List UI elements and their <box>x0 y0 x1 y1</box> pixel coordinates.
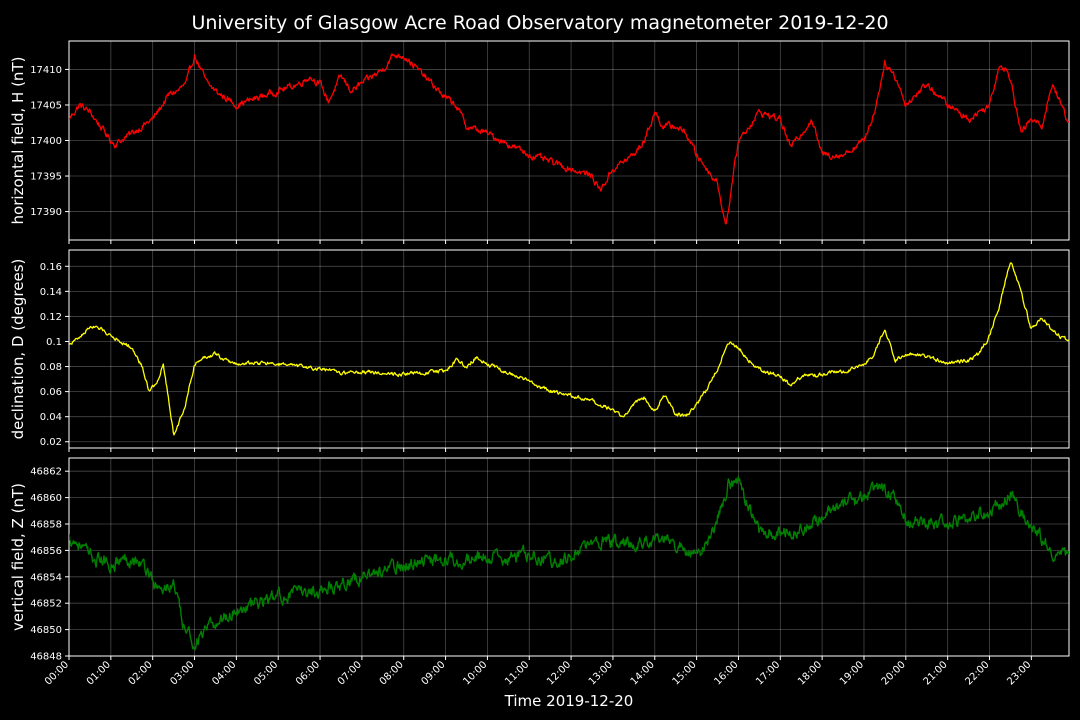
x-tick-label: 03:00 <box>168 659 196 687</box>
y-tick-label: 17390 <box>30 207 62 218</box>
x-tick-label: 22:00 <box>963 659 991 687</box>
x-tick-label: 17:00 <box>754 659 782 687</box>
plot-area-d <box>68 249 1070 449</box>
y-tick-label: 46848 <box>30 652 62 663</box>
x-tick-label: 14:00 <box>629 659 657 687</box>
plot-area-h <box>68 40 1070 241</box>
series-line-h <box>69 53 1069 225</box>
y-tick-label: 46852 <box>30 599 62 610</box>
x-tick-label: 10:00 <box>461 659 489 687</box>
x-tick-label: 16:00 <box>712 659 740 687</box>
x-tick-label: 13:00 <box>587 659 615 687</box>
x-tick-label: 21:00 <box>922 659 950 687</box>
y-axis-label-z: vertical field, Z (nT) <box>9 483 27 631</box>
y-tick-label: 46858 <box>30 520 62 531</box>
y-tick-label: 0.08 <box>40 362 62 373</box>
y-tick-label: 46862 <box>30 467 62 478</box>
figure-title: University of Glasgow Acre Road Observat… <box>191 12 888 34</box>
y-tick-label: 17395 <box>30 172 62 183</box>
y-tick-label: 46856 <box>30 546 62 557</box>
x-tick-label: 06:00 <box>294 659 322 687</box>
y-tick-label: 17400 <box>30 136 62 147</box>
x-tick-label: 20:00 <box>880 659 908 687</box>
y-tick-label: 46854 <box>30 572 62 583</box>
series-line-z <box>69 476 1069 651</box>
x-axis-label: Time 2019-12-20 <box>504 692 634 710</box>
x-tick-label: 01:00 <box>85 659 113 687</box>
y-tick-label: 0.16 <box>40 262 62 273</box>
y-axis-label-d: declination, D (degrees) <box>9 259 27 440</box>
x-tick-label: 15:00 <box>671 659 699 687</box>
y-axis-label-h: horizontal field, H (nT) <box>9 57 27 225</box>
x-tick-label: 07:00 <box>336 659 364 687</box>
x-tick-label: 05:00 <box>252 659 280 687</box>
y-tick-label: 0.04 <box>40 412 62 423</box>
x-tick-label: 00:00 <box>43 659 71 687</box>
x-tick-label: 19:00 <box>838 659 866 687</box>
y-tick-label: 0.1 <box>46 337 62 348</box>
x-tick-label: 23:00 <box>1005 659 1033 687</box>
y-tick-label: 0.14 <box>40 287 62 298</box>
x-tick-label: 18:00 <box>796 659 824 687</box>
panel-z: 00:00 01:00 02:00 03:00 04:00 05:00 06:00 07:00… <box>9 457 1070 688</box>
y-tick-label: 0.06 <box>40 387 62 398</box>
panel-d: 0.02 0.04 0.06 0.08 0.1 0.12 0.14 0.16 declinati… <box>9 249 1070 452</box>
y-tick-label: 17405 <box>30 100 62 111</box>
y-tick-label: 0.02 <box>40 437 62 448</box>
y-tick-label: 46850 <box>30 625 62 636</box>
x-tick-label: 12:00 <box>545 659 573 687</box>
y-tick-label: 17410 <box>30 65 62 76</box>
y-tick-label: 0.12 <box>40 312 62 323</box>
x-tick-label: 08:00 <box>378 659 406 687</box>
x-tick-label: 09:00 <box>420 659 448 687</box>
x-tick-label: 04:00 <box>210 659 238 687</box>
series-line-d <box>69 262 1069 436</box>
x-tick-label: 11:00 <box>503 659 531 687</box>
y-tick-label: 46860 <box>30 493 62 504</box>
plot-area-z <box>68 457 1070 657</box>
x-tick-label: 02:00 <box>127 659 155 687</box>
